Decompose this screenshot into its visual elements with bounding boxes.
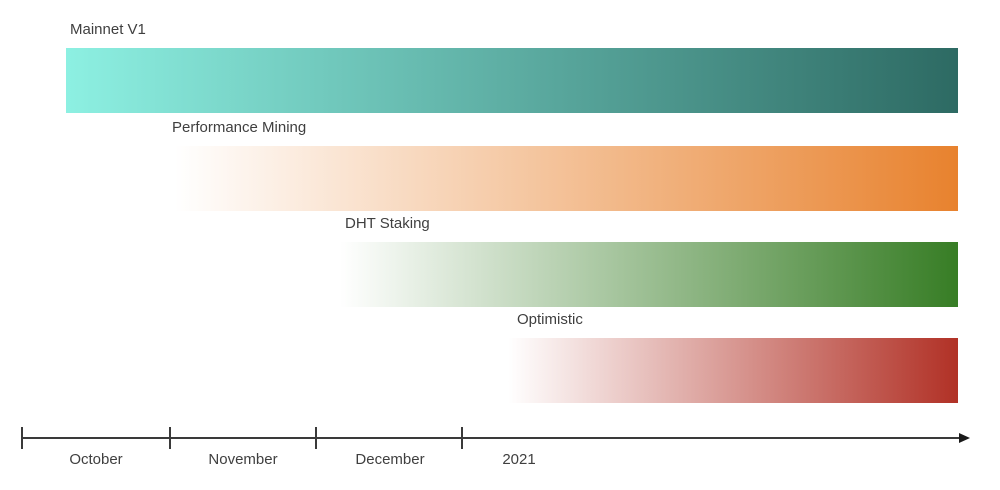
task-bar [340, 242, 958, 307]
axis-tick [21, 427, 23, 449]
task-bar [175, 146, 958, 211]
task-label: DHT Staking [345, 215, 430, 232]
task-bar [508, 338, 958, 403]
axis-label-november: November [208, 451, 278, 468]
task-label: Performance Mining [172, 119, 307, 136]
axis-tick [315, 427, 317, 449]
axis-tick [169, 427, 171, 449]
axis-label-october: October [69, 451, 123, 468]
axis-label-2021: 2021 [502, 451, 536, 468]
task-label: Mainnet V1 [70, 21, 146, 38]
axis-label-december: December [355, 451, 425, 468]
axis-tick [461, 427, 463, 449]
axis-line [22, 437, 961, 439]
task-label: Optimistic [517, 311, 583, 328]
axis-arrow-icon [959, 433, 970, 443]
task-bar [66, 48, 958, 113]
